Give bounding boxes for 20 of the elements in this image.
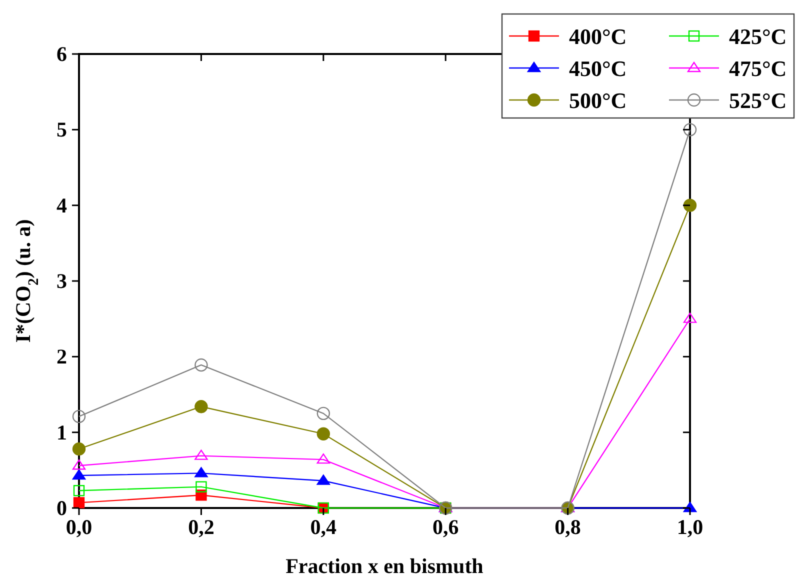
y-tick-label: 4 bbox=[56, 193, 68, 218]
y-tick-label: 6 bbox=[56, 42, 67, 66]
y-tick-label: 1 bbox=[56, 420, 67, 444]
legend-label: 450°C bbox=[569, 56, 627, 81]
legend-label: 475°C bbox=[729, 56, 787, 81]
y-tick-label: 2 bbox=[56, 344, 67, 369]
x-tick-label: 0,2 bbox=[188, 515, 214, 539]
legend-label: 425°C bbox=[729, 24, 787, 49]
x-tick-label: 0,6 bbox=[432, 515, 459, 539]
y-tick-label: 5 bbox=[56, 118, 67, 142]
x-tick-label: 0,4 bbox=[310, 515, 338, 539]
y-tick-label: 3 bbox=[56, 269, 67, 293]
x-tick-label: 1,0 bbox=[676, 515, 704, 539]
legend-label: 500°C bbox=[569, 88, 627, 113]
x-tick-label: 0,0 bbox=[66, 515, 92, 539]
legend-label: 525°C bbox=[729, 88, 787, 113]
x-tick-label: 0,8 bbox=[554, 515, 581, 539]
y-tick-label: 0 bbox=[56, 496, 67, 520]
x-axis-title: Fraction x en bismuth bbox=[286, 554, 484, 578]
legend-label: 400°C bbox=[569, 24, 627, 49]
